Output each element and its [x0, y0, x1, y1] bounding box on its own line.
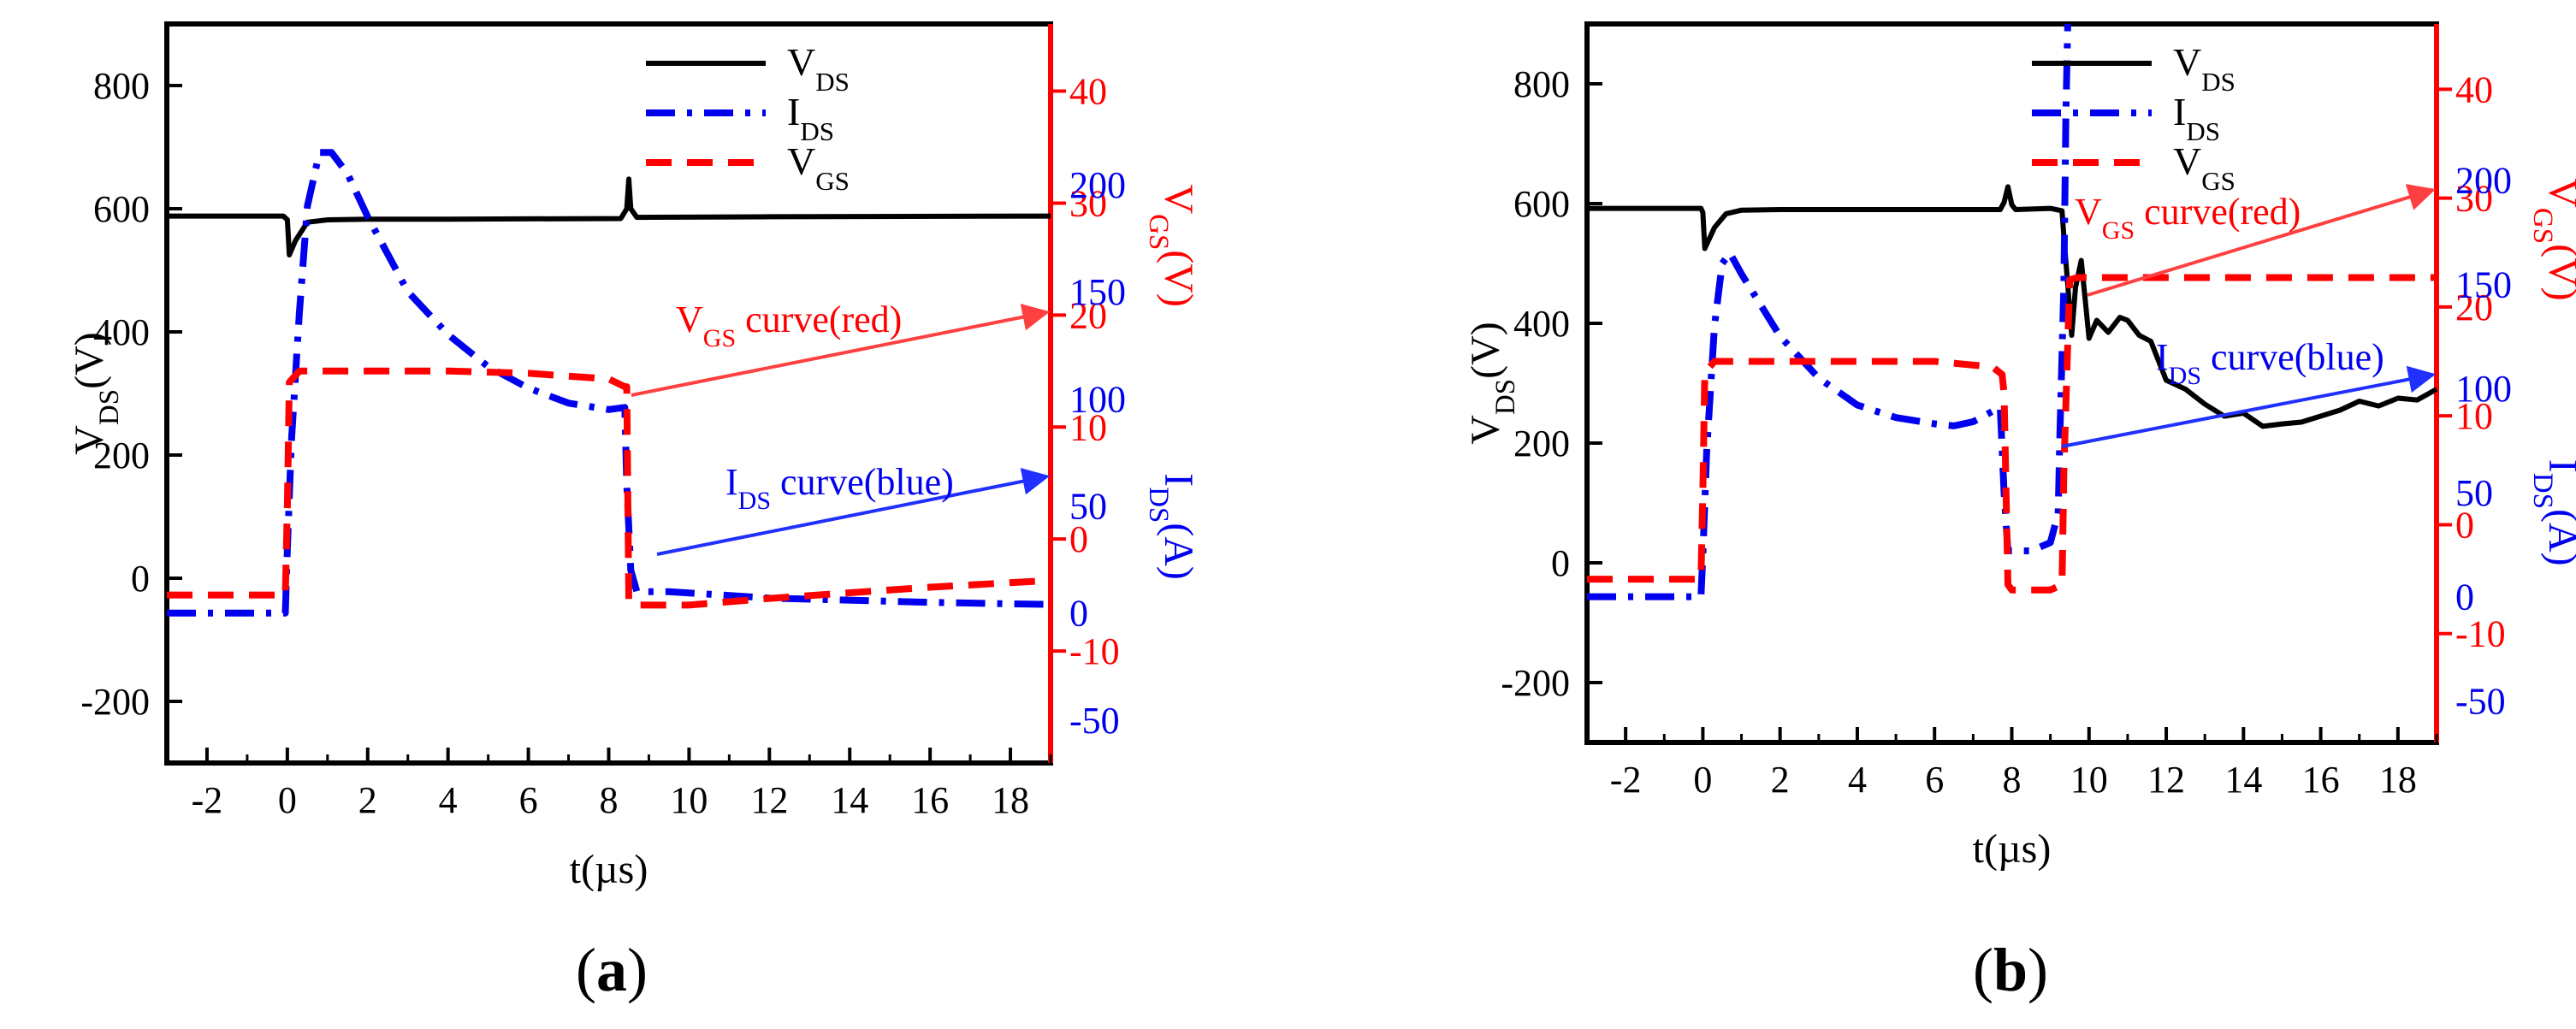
series-vds	[167, 176, 1051, 257]
y-left-tick-label: 800	[1513, 63, 1570, 105]
y-ids-tick-label: 100	[2455, 368, 2512, 410]
y-left-tick-label: 600	[1513, 183, 1570, 225]
legend-label: VGS	[787, 139, 850, 196]
series-ids	[1587, 23, 2071, 600]
x-tick-label: 6	[1925, 759, 1944, 801]
y-left-tick-label: 0	[1551, 542, 1570, 584]
y-vgs-tick-label: 30	[1069, 182, 1107, 224]
y-vgs-axis-label: VGS(V)	[1143, 184, 1201, 307]
x-tick-label: 12	[2147, 759, 2185, 801]
legend-label: IDS	[787, 90, 834, 146]
x-tick-label: 12	[750, 779, 788, 821]
y-left-tick-label: 200	[1513, 423, 1570, 464]
y-left-tick-label: 200	[93, 435, 150, 476]
x-tick-label: 14	[831, 779, 868, 821]
y-left-tick-label: 400	[93, 311, 150, 353]
y-vgs-tick-label: 30	[2455, 178, 2493, 220]
plot-frame	[1584, 21, 2439, 745]
y-left-tick-label: -200	[1501, 662, 1570, 704]
x-tick-label: 2	[1771, 759, 1790, 801]
x-tick-label: 16	[2302, 759, 2340, 801]
x-tick-label: 0	[278, 779, 297, 821]
y-ids-tick-label: 0	[2455, 577, 2474, 618]
annotation-arrow	[2087, 184, 2437, 297]
y-ids-tick-label: 100	[1069, 378, 1126, 420]
x-tick-label: 4	[439, 779, 458, 821]
panel-label: (b)	[1973, 936, 2048, 1004]
y-ids-tick-label: 150	[2455, 263, 2512, 305]
y-ids-tick-label: 50	[1069, 485, 1107, 527]
y-left-axis-label: VDS(V)	[1463, 322, 1521, 445]
y-vgs-tick-label: -10	[1069, 630, 1120, 672]
panel-label: (a)	[576, 936, 648, 1004]
y-vgs-tick-label: -10	[2455, 613, 2506, 655]
plot-frame	[164, 21, 1053, 766]
y-ids-tick-label: -50	[1069, 700, 1120, 742]
series-ids	[167, 149, 1051, 617]
y-vgs-tick-label: 20	[2455, 287, 2493, 328]
y-vgs-tick-label: 0	[1069, 518, 1088, 560]
legend-label: VDS	[2173, 40, 2235, 97]
y-ids-axis-label: IDS(A)	[1143, 473, 1201, 580]
series-vgs	[167, 367, 1051, 609]
x-tick-label: 6	[519, 779, 538, 821]
y-ids-tick-label: -50	[2455, 680, 2506, 722]
y-left-tick-label: 400	[1513, 303, 1570, 345]
y-vgs-tick-label: 40	[1069, 71, 1107, 113]
chart-panel-b: -2 0 2 4 6 8 10 12 14 16 18t(µs)-2000200400600800V…	[1463, 21, 2576, 1004]
legend-label: VDS	[787, 40, 850, 97]
annotation-label: IDS curve(blue)	[2156, 336, 2384, 390]
annotation-arrow	[631, 303, 1051, 397]
x-tick-label: -2	[1610, 759, 1642, 801]
y-vgs-tick-label: 0	[2455, 504, 2474, 546]
y-vgs-tick-label: 20	[1069, 294, 1107, 336]
x-tick-label: 10	[2070, 759, 2108, 801]
y-left-tick-label: -200	[80, 681, 150, 723]
annotation-label: VGS curve(red)	[2075, 191, 2301, 245]
y-ids-tick-label: 0	[1069, 593, 1088, 635]
x-axis-label: t(µs)	[1973, 826, 2052, 872]
x-tick-label: 18	[992, 779, 1029, 821]
y-vgs-tick-label: 40	[2455, 68, 2493, 110]
y-left-tick-label: 600	[93, 188, 150, 230]
y-vgs-axis-label: VGS(V)	[2527, 178, 2576, 301]
x-tick-label: 10	[670, 779, 708, 821]
x-tick-label: 8	[2003, 759, 2022, 801]
annotation-label: VGS curve(red)	[676, 299, 902, 352]
x-tick-label: 18	[2379, 759, 2417, 801]
y-left-axis-label: VDS(V)	[67, 332, 125, 455]
annotation-arrow	[2061, 365, 2437, 448]
y-vgs-tick-label: 10	[2455, 395, 2493, 437]
x-tick-label: 0	[1693, 759, 1712, 801]
legend-label: IDS	[2173, 90, 2220, 146]
y-left-tick-label: 800	[93, 65, 150, 107]
series-vgs	[1587, 274, 2437, 594]
x-tick-label: -2	[192, 779, 223, 821]
y-left-tick-label: 0	[131, 558, 150, 600]
y-ids-axis-label: IDS(A)	[2527, 459, 2576, 566]
y-ids-tick-label: 200	[2455, 160, 2512, 202]
y-ids-tick-label: 50	[2455, 472, 2493, 514]
legend-label: VGS	[2173, 139, 2235, 196]
y-ids-tick-label: 200	[1069, 164, 1126, 206]
y-ids-tick-label: 150	[1069, 271, 1126, 313]
annotation-label: IDS curve(blue)	[725, 461, 954, 515]
x-axis-label: t(µs)	[570, 847, 648, 892]
x-tick-label: 16	[911, 779, 949, 821]
x-tick-label: 4	[1848, 759, 1867, 801]
x-tick-label: 2	[358, 779, 377, 821]
x-tick-label: 14	[2224, 759, 2262, 801]
chart-panel-a: -2 0 2 4 6 8 10 12 14 16 18t(µs)-2000200400600800V…	[67, 21, 1201, 1004]
y-vgs-tick-label: 10	[1069, 406, 1107, 448]
x-tick-label: 8	[600, 779, 619, 821]
series-vds	[1587, 184, 2438, 429]
annotation-arrow	[656, 467, 1051, 556]
